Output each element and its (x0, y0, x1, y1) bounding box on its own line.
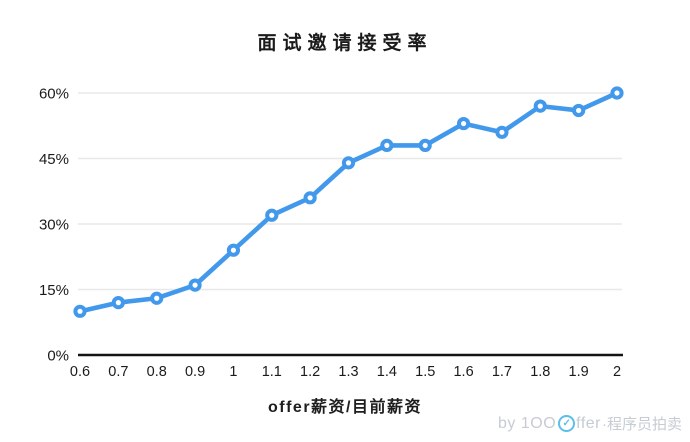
data-point (226, 243, 241, 257)
x-tick-label: 1.4 (377, 364, 397, 380)
y-tick-label: 0% (47, 348, 69, 365)
data-point (456, 116, 471, 131)
series-line (77, 90, 620, 314)
offer-logo-check-icon: ✓ (558, 415, 576, 432)
y-tick-label: 45% (39, 151, 69, 168)
x-tick-label: 0.8 (147, 364, 167, 380)
x-tick-label: 0.7 (108, 364, 128, 380)
chart-title: 面试邀请接受率 (257, 33, 433, 54)
x-tick-label: 1.6 (453, 364, 473, 380)
data-point (610, 86, 624, 100)
x-tick-label: 2 (613, 364, 621, 380)
data-point (341, 156, 356, 170)
watermark-suffix: ·程序员拍卖 (602, 416, 682, 433)
y-tick-label: 60% (39, 86, 69, 103)
data-point (150, 291, 164, 305)
x-tick-label: 1 (229, 364, 237, 380)
data-point (495, 125, 509, 139)
data-point (418, 138, 432, 152)
x-tick-label: 1.8 (530, 364, 550, 380)
data-point (111, 296, 125, 310)
x-tick-label: 1.7 (492, 364, 512, 380)
watermark-brand: ffer (576, 414, 601, 432)
x-tick-label: 0.6 (70, 364, 90, 380)
data-point (572, 103, 586, 118)
data-point (73, 304, 87, 318)
data-point (188, 278, 202, 292)
x-tick-label: 1.5 (415, 364, 435, 380)
x-tick-label: 1.3 (338, 364, 358, 380)
data-point (303, 191, 317, 205)
x-tick-label: 1.9 (569, 364, 589, 380)
watermark: by 1OO ✓ ffer ·程序员拍卖 (498, 413, 682, 434)
y-tick-label: 30% (39, 217, 69, 234)
x-tick-label: 1.1 (262, 364, 282, 380)
data-point (265, 208, 279, 222)
data-point (533, 99, 547, 113)
x-tick-label: 0.9 (185, 364, 205, 380)
x-tick-label: 1.2 (300, 364, 320, 380)
x-axis-title: offer薪资/目前薪资 (267, 399, 422, 416)
y-tick-label: 15% (39, 282, 69, 299)
watermark-prefix: by 1OO (498, 414, 557, 432)
data-point (380, 138, 394, 152)
